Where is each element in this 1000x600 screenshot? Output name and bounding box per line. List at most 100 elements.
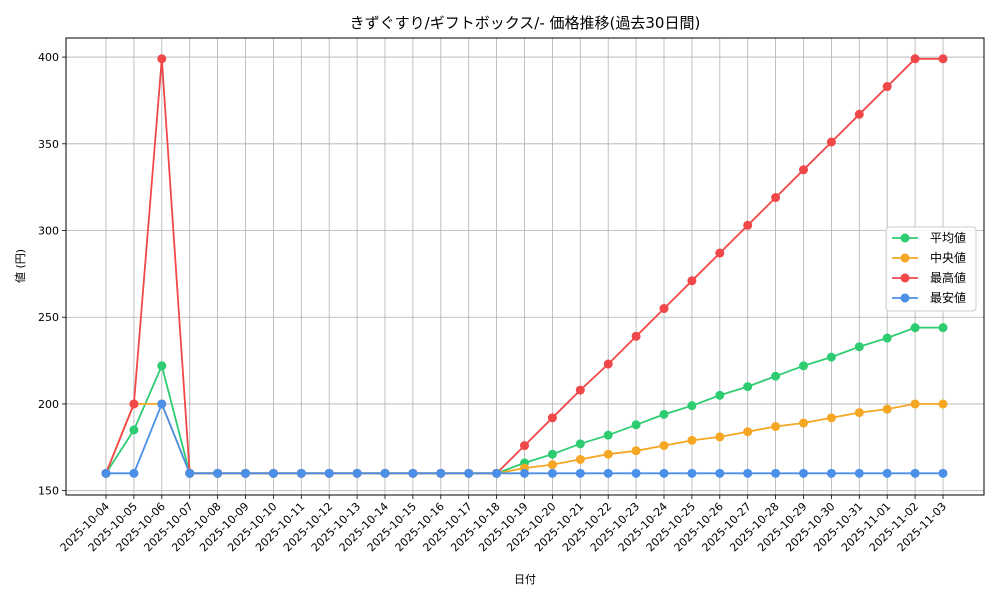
data-point (771, 468, 781, 478)
data-point (854, 468, 864, 478)
data-point (715, 432, 725, 442)
data-point (743, 427, 753, 437)
legend-label: 最安値 (930, 290, 966, 305)
data-point (547, 468, 557, 478)
legend-box (885, 226, 977, 312)
data-point (408, 468, 418, 478)
data-point (157, 361, 167, 371)
data-point (603, 449, 613, 459)
data-point (547, 449, 557, 459)
data-point (910, 54, 920, 64)
data-point (185, 468, 195, 478)
grid-lines (66, 38, 984, 495)
legend-marker (900, 233, 910, 243)
legend-label: 平均値 (930, 230, 966, 245)
data-point (575, 385, 585, 395)
plot-frame (65, 37, 985, 496)
data-point (575, 468, 585, 478)
data-point (687, 276, 697, 286)
data-point (910, 323, 920, 333)
data-point (854, 109, 864, 119)
data-point (715, 390, 725, 400)
data-point (771, 371, 781, 381)
data-point (799, 418, 808, 428)
data-point (631, 331, 641, 341)
x-axis-label: 日付 (514, 573, 536, 586)
data-point (157, 54, 167, 64)
data-point (826, 413, 836, 423)
legend-label: 中央値 (930, 250, 966, 265)
y-axis: 150 200 250 300 350 400 (38, 51, 66, 498)
data-point (241, 468, 250, 478)
data-point (659, 441, 669, 451)
data-point (380, 468, 390, 478)
data-point (743, 382, 753, 392)
data-point (854, 342, 864, 352)
x-axis: 2025-10-042025-10-052025-10-062025-10-07… (58, 495, 949, 554)
data-point (826, 468, 836, 478)
data-point (520, 441, 529, 451)
data-point (715, 248, 725, 258)
data-point (826, 352, 836, 362)
data-point (547, 460, 557, 470)
data-point (436, 468, 446, 478)
data-point (268, 468, 278, 478)
series-3 (101, 399, 948, 478)
data-point (492, 468, 502, 478)
data-point (882, 333, 892, 343)
data-point (771, 421, 781, 431)
data-point (520, 468, 529, 478)
data-point (687, 435, 697, 445)
data-point (910, 468, 920, 478)
data-point (213, 468, 223, 478)
legend-marker (900, 273, 910, 283)
data-point (799, 165, 808, 175)
data-point (687, 401, 697, 411)
y-tick-label: 150 (38, 485, 59, 498)
data-point (352, 468, 362, 478)
data-point (715, 468, 725, 478)
data-point (631, 468, 641, 478)
data-point (799, 361, 808, 371)
data-point (910, 399, 920, 409)
data-point (575, 439, 585, 449)
data-point (659, 304, 669, 314)
data-point (938, 323, 948, 333)
data-point (854, 408, 864, 418)
data-point (547, 413, 557, 423)
y-tick-label: 300 (38, 225, 59, 238)
data-point (324, 468, 334, 478)
y-axis-label: 値 (円) (14, 249, 27, 283)
data-point (101, 468, 111, 478)
data-point (575, 454, 585, 464)
data-point (659, 468, 669, 478)
chart-title: きずぐすり/ギフトボックス/- 価格推移(過去30日間) (350, 14, 701, 32)
legend-marker (900, 293, 910, 303)
data-point (938, 468, 948, 478)
data-point (882, 468, 892, 478)
data-point (603, 468, 613, 478)
data-point (157, 399, 167, 409)
data-point (687, 468, 697, 478)
data-point (771, 193, 781, 203)
y-tick-label: 400 (38, 51, 59, 64)
legend-marker (900, 253, 910, 263)
series-layer (101, 54, 948, 478)
data-point (743, 220, 753, 230)
data-point (464, 468, 474, 478)
data-point (129, 425, 139, 435)
data-point (631, 446, 641, 456)
data-point (743, 468, 753, 478)
data-point (799, 468, 808, 478)
data-point (826, 137, 836, 147)
data-point (659, 409, 669, 419)
data-point (938, 399, 948, 409)
data-point (882, 82, 892, 92)
data-point (938, 54, 948, 64)
data-point (129, 399, 139, 409)
legend-label: 最高値 (930, 270, 966, 285)
y-tick-label: 250 (38, 311, 59, 324)
data-point (603, 430, 613, 440)
data-point (882, 404, 892, 414)
